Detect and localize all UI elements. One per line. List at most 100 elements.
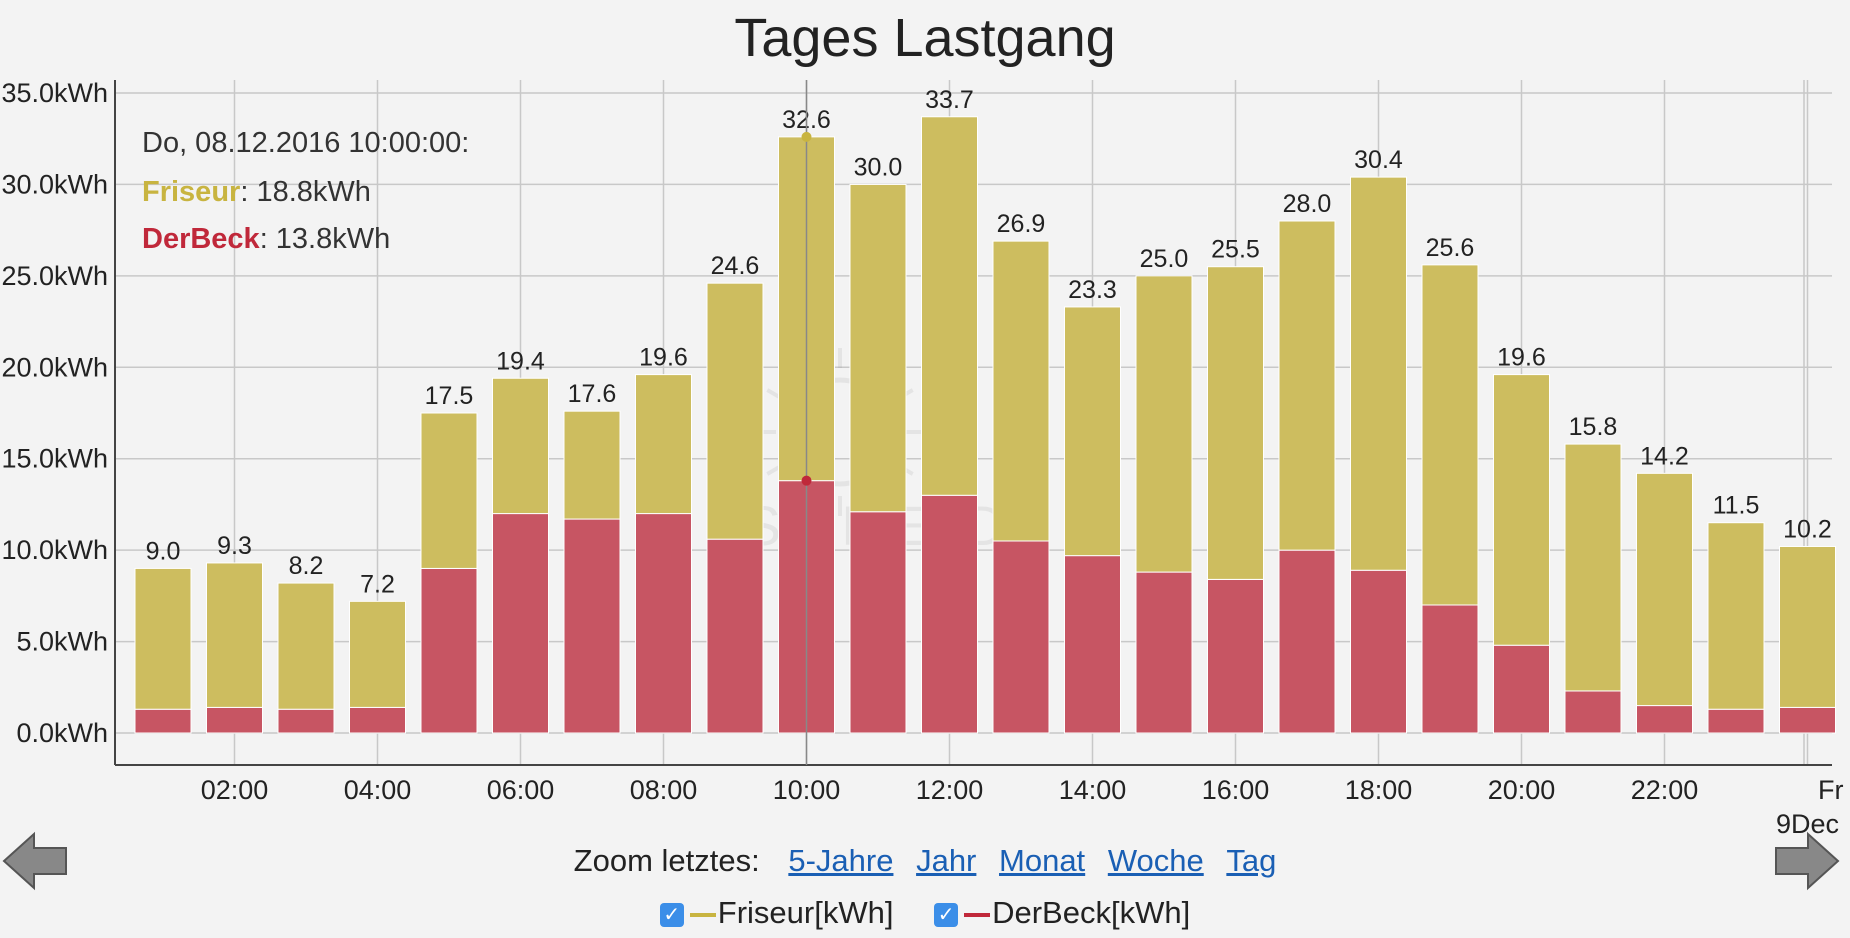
bar-derbeck: [1564, 690, 1622, 734]
bar-friseur: [849, 183, 907, 513]
bar-total-label: 17.5: [425, 382, 474, 410]
bar-friseur: [1135, 275, 1193, 573]
bar-total-label: 8.2: [289, 552, 324, 580]
bar-total-label: 7.2: [360, 570, 395, 598]
y-tick-label: 5.0kWh: [16, 627, 108, 657]
bar-friseur: [1421, 264, 1479, 606]
bar-total-label: 26.9: [997, 210, 1046, 238]
bar-friseur: [1207, 266, 1264, 580]
x-tick-label: 04:00: [344, 775, 412, 805]
bar-derbeck: [1493, 644, 1550, 734]
bar-total-label: 30.4: [1354, 146, 1403, 174]
bar-derbeck: [1064, 555, 1121, 734]
x-tick-label: 16:00: [1202, 775, 1270, 805]
y-tick-label: 30.0kWh: [1, 169, 108, 199]
zoom-link-tag[interactable]: Tag: [1226, 843, 1277, 878]
bar-derbeck: [1421, 604, 1479, 734]
bar-friseur: [1064, 306, 1121, 557]
x-end-label-day: Fr: [1818, 775, 1843, 805]
zoom-link-jahr[interactable]: Jahr: [916, 843, 977, 878]
legend-label: DerBeck[kWh]: [992, 894, 1191, 930]
bar-total-label: 19.6: [639, 344, 688, 372]
bar-total-label: 19.6: [1497, 344, 1546, 372]
x-tick-label: 20:00: [1488, 775, 1556, 805]
bar-total-label: 19.4: [496, 347, 545, 375]
x-tick-label: 22:00: [1631, 775, 1699, 805]
bar-friseur: [1278, 220, 1336, 551]
bar-friseur: [1350, 176, 1407, 571]
bar-derbeck: [1707, 708, 1765, 734]
bar-friseur: [1493, 374, 1550, 646]
tooltip-series-name: Friseur: [142, 176, 240, 208]
legend: ✓ Friseur[kWh] ✓ DerBeck[kWh]: [0, 893, 1850, 931]
checkbox-checked-icon[interactable]: ✓: [659, 902, 684, 927]
bar-total-label: 23.3: [1068, 276, 1117, 304]
bar-total-label: 25.5: [1211, 236, 1260, 264]
bar-total-label: 15.8: [1569, 413, 1618, 441]
bar-derbeck: [992, 540, 1050, 734]
bar-total-label: 10.2: [1783, 515, 1832, 543]
bar-friseur: [635, 374, 692, 515]
bar-friseur: [563, 410, 621, 520]
x-tick-label: 06:00: [487, 775, 555, 805]
bar-total-label: 9.3: [217, 532, 252, 560]
tooltip-series-value: : 13.8kWh: [260, 223, 391, 255]
bar-total-label: 14.2: [1640, 442, 1689, 470]
bar-total-label: 28.0: [1283, 190, 1332, 218]
zoom-link-5-jahre[interactable]: 5-Jahre: [788, 843, 894, 878]
y-tick-label: 0.0kWh: [16, 718, 108, 748]
zoom-link-monat[interactable]: Monat: [999, 843, 1086, 878]
tooltip-row-derbeck: DerBeck: 13.8kWh: [142, 223, 390, 255]
zoom-link-woche[interactable]: Woche: [1107, 843, 1204, 878]
bar-friseur: [134, 567, 192, 710]
bar-derbeck: [1636, 705, 1693, 734]
bar-friseur: [921, 116, 978, 496]
bar-derbeck: [1207, 578, 1264, 734]
bar-derbeck: [1779, 706, 1836, 734]
bar-total-label: 25.0: [1140, 245, 1189, 273]
x-tick-label: 08:00: [630, 775, 698, 805]
bar-friseur: [206, 562, 263, 708]
bar-total-label: 24.6: [711, 252, 760, 280]
tooltip-series-name: DerBeck: [142, 223, 261, 255]
bar-friseur: [277, 582, 335, 710]
zoom-label: Zoom letztes:: [573, 843, 760, 878]
bar-friseur: [492, 377, 549, 515]
legend-item-derbeck[interactable]: ✓ DerBeck[kWh]: [934, 895, 1190, 931]
previous-period-arrow-icon[interactable]: [2, 830, 70, 892]
bar-friseur: [1564, 443, 1622, 692]
legend-item-friseur[interactable]: ✓ Friseur[kWh]: [659, 894, 894, 931]
y-tick-label: 20.0kWh: [1, 352, 108, 382]
bar-total-label: 17.6: [568, 380, 617, 408]
bar-derbeck: [706, 538, 764, 734]
checkbox-checked-icon[interactable]: ✓: [934, 902, 959, 927]
bar-derbeck: [921, 494, 978, 734]
bar-derbeck: [206, 706, 263, 734]
bar-derbeck: [563, 518, 621, 734]
legend-label: Friseur[kWh]: [717, 894, 894, 930]
bar-friseur: [1779, 545, 1836, 708]
bar-total-label: 33.7: [925, 86, 974, 114]
tooltip-series-value: : 18.8kWh: [240, 176, 371, 208]
hover-point-friseur: [801, 131, 812, 142]
bar-derbeck: [849, 511, 907, 734]
x-tick-label: 14:00: [1059, 775, 1127, 805]
x-tick-label: 12:00: [916, 775, 984, 805]
bar-friseur: [706, 282, 764, 540]
bar-total-label: 30.0: [854, 153, 903, 181]
tooltip-row-friseur: Friseur: 18.8kWh: [142, 176, 371, 208]
bar-friseur: [420, 412, 478, 569]
bar-derbeck: [1135, 571, 1193, 734]
bar-friseur: [349, 600, 406, 708]
y-tick-label: 25.0kWh: [1, 261, 108, 291]
next-period-arrow-icon[interactable]: [1772, 830, 1840, 892]
x-tick-label: 10:00: [773, 775, 841, 805]
bar-derbeck: [635, 513, 692, 734]
legend-swatch: [689, 912, 716, 917]
bar-derbeck: [134, 708, 192, 734]
bar-derbeck: [492, 513, 549, 734]
x-tick-label: 02:00: [201, 775, 269, 805]
zoom-bar: Zoom letztes: 5-Jahre Jahr Monat Woche T…: [0, 843, 1850, 879]
